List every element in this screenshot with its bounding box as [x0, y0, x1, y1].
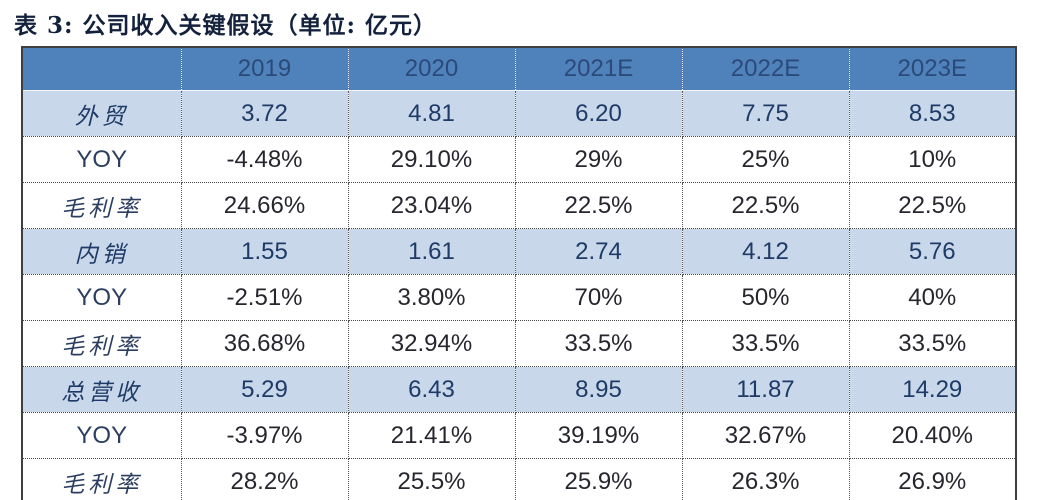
value-cell: 7.75 [682, 90, 850, 137]
row-label-cell: YOY [22, 274, 182, 321]
value-cell: -3.97% [181, 412, 349, 459]
value-cell: 26.3% [682, 458, 850, 500]
row-label-cell: 毛利率 [22, 458, 182, 500]
value-cell: 2.74 [515, 228, 683, 275]
row-label-cell: 外贸 [22, 90, 182, 137]
table-row: 毛利率 28.2% 25.5% 25.9% 26.3% 26.9% [22, 458, 1016, 500]
value-cell: 20.40% [849, 412, 1016, 459]
value-cell: 32.67% [682, 412, 850, 459]
row-label-cell: YOY [22, 412, 182, 459]
value-cell: 1.55 [181, 228, 349, 275]
value-cell: 3.80% [348, 274, 516, 321]
value-cell: 8.53 [849, 90, 1016, 137]
value-cell: 33.5% [515, 320, 683, 367]
row-label-cell: 内销 [22, 228, 182, 275]
value-cell: 25% [682, 136, 850, 183]
table-row: YOY -2.51% 3.80% 70% 50% 40% [22, 274, 1016, 321]
value-cell: 33.5% [849, 320, 1016, 367]
value-cell: 33.5% [682, 320, 850, 367]
value-cell: 40% [849, 274, 1016, 321]
header-cell-2021e: 2021E [515, 47, 683, 91]
value-cell: 50% [682, 274, 850, 321]
revenue-assumptions-table: 2019 2020 2021E 2022E 2023E 外贸 3.72 4.81 6.… [21, 46, 1017, 500]
value-cell: 32.94% [348, 320, 516, 367]
value-cell: 10% [849, 136, 1016, 183]
value-cell: 22.5% [515, 182, 683, 229]
value-cell: 29% [515, 136, 683, 183]
table-row: 外贸 3.72 4.81 6.20 7.75 8.53 [22, 90, 1016, 137]
table-row: YOY -3.97% 21.41% 39.19% 32.67% 20.40% [22, 412, 1016, 459]
value-cell: 22.5% [682, 182, 850, 229]
row-label-cell: 毛利率 [22, 320, 182, 367]
value-cell: 6.43 [348, 366, 516, 413]
header-cell-2019: 2019 [181, 47, 349, 91]
table-row: 内销 1.55 1.61 2.74 4.12 5.76 [22, 228, 1016, 275]
value-cell: 39.19% [515, 412, 683, 459]
value-cell: 21.41% [348, 412, 516, 459]
value-cell: 4.81 [348, 90, 516, 137]
value-cell: 23.04% [348, 182, 516, 229]
table-title: 表 3: 公司收入关键假设（单位: 亿元） [14, 12, 438, 39]
value-cell: 25.5% [348, 458, 516, 500]
row-label-cell: 毛利率 [22, 182, 182, 229]
value-cell: 14.29 [849, 366, 1016, 413]
value-cell: 29.10% [348, 136, 516, 183]
value-cell: 36.68% [181, 320, 349, 367]
value-cell: 26.9% [849, 458, 1016, 500]
table-row: 毛利率 24.66% 23.04% 22.5% 22.5% 22.5% [22, 182, 1016, 229]
row-label-cell: YOY [22, 136, 182, 183]
header-cell-2023e: 2023E [849, 47, 1016, 91]
table-row: YOY -4.48% 29.10% 29% 25% 10% [22, 136, 1016, 183]
value-cell: 11.87 [682, 366, 850, 413]
value-cell: 25.9% [515, 458, 683, 500]
table-row: 毛利率 36.68% 32.94% 33.5% 33.5% 33.5% [22, 320, 1016, 367]
table-row: 总营收 5.29 6.43 8.95 11.87 14.29 [22, 366, 1016, 413]
header-cell-2020: 2020 [348, 47, 516, 91]
value-cell: 5.76 [849, 228, 1016, 275]
value-cell: 24.66% [181, 182, 349, 229]
value-cell: 28.2% [181, 458, 349, 500]
header-cell-label [22, 47, 182, 91]
value-cell: 1.61 [348, 228, 516, 275]
table-header-row: 2019 2020 2021E 2022E 2023E [22, 47, 1016, 91]
value-cell: 8.95 [515, 366, 683, 413]
row-label-cell: 总营收 [22, 366, 182, 413]
header-cell-2022e: 2022E [682, 47, 850, 91]
value-cell: 22.5% [849, 182, 1016, 229]
value-cell: 5.29 [181, 366, 349, 413]
value-cell: 70% [515, 274, 683, 321]
value-cell: 4.12 [682, 228, 850, 275]
value-cell: 6.20 [515, 90, 683, 137]
value-cell: -2.51% [181, 274, 349, 321]
value-cell: -4.48% [181, 136, 349, 183]
value-cell: 3.72 [181, 90, 349, 137]
